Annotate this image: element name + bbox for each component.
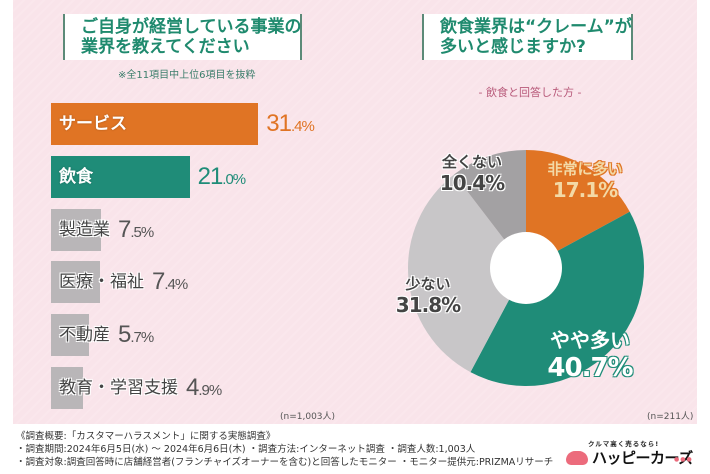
survey-footer: 《調査概要:「カスタマーハラスメント」に関する実態調査》 ・調査期間:2024年…: [16, 430, 553, 469]
survey-footer-period: ・調査期間:2024年6月5日(水) 〜 2024年6月6日(木) ・調査方法:…: [16, 444, 476, 455]
bar-value-label: 31.4%: [266, 110, 315, 137]
bar-label: 飲食: [59, 166, 93, 187]
logo-dots: ●●●: [674, 456, 693, 463]
bar-1: [51, 103, 259, 145]
bar-value-label: 7.5%: [118, 215, 154, 243]
bar-chart-title: ご自身が経営している事業の 業界を教えてください: [63, 14, 302, 60]
bar-value-label: 7.4%: [152, 268, 188, 296]
pie-chart-title: 飲食業界は“クレーム”が 多いと感じますか?: [422, 14, 633, 60]
pie-chart-title-line-2: 多いと感じますか?: [440, 37, 586, 57]
bar-chart-title-line-1: ご自身が経営している事業の: [81, 17, 302, 37]
bar-value-label: 5.7%: [118, 321, 154, 349]
logo-name: ハッピーカーズ: [592, 449, 693, 467]
bar-3: [51, 208, 101, 251]
pie-chart-subtitle: - 飲食と回答した方 -: [478, 86, 582, 99]
bar-4: [51, 261, 100, 304]
survey-footer-title: 《調査概要:「カスタマーハラスメント」に関する実態調査》: [16, 431, 276, 442]
pie-chart-sample-size: (n=211人): [647, 412, 694, 422]
bar-label: 医療・福祉: [59, 272, 144, 293]
bar-chart-note: ※全11項目中上位6項目を抜粋: [118, 70, 256, 81]
bar-6: [51, 367, 84, 409]
logo-tagline: クルマ高く売るなら!: [588, 440, 660, 448]
bar-chart-sample-size: (n=1,003人): [280, 412, 336, 422]
bar-label: サービス: [59, 114, 127, 134]
bar-value-label: 21.0%: [197, 162, 247, 190]
bar-value-label: 4.9%: [186, 374, 222, 401]
survey-footer-target: ・調査対象:調査回答時に店舗経営者(フランチャイズオーナーを含む)と回答したモニ…: [16, 457, 554, 468]
bar-label: 教育・学習支援: [59, 378, 178, 398]
bar-5: [51, 314, 89, 357]
bar-label: 製造業: [59, 219, 110, 240]
pie-chart-title-line-1: 飲食業界は“クレーム”が: [440, 17, 632, 37]
chart-background-panel: [13, 0, 697, 424]
bar-2: [51, 155, 190, 198]
bar-label: 不動産: [59, 325, 110, 346]
happy-cars-logo: クルマ高く売るなら! ハッピーカーズ ●●●: [560, 438, 710, 472]
pig-icon: [566, 451, 588, 465]
bar-chart-title-line-2: 業界を教えてください: [81, 37, 250, 57]
